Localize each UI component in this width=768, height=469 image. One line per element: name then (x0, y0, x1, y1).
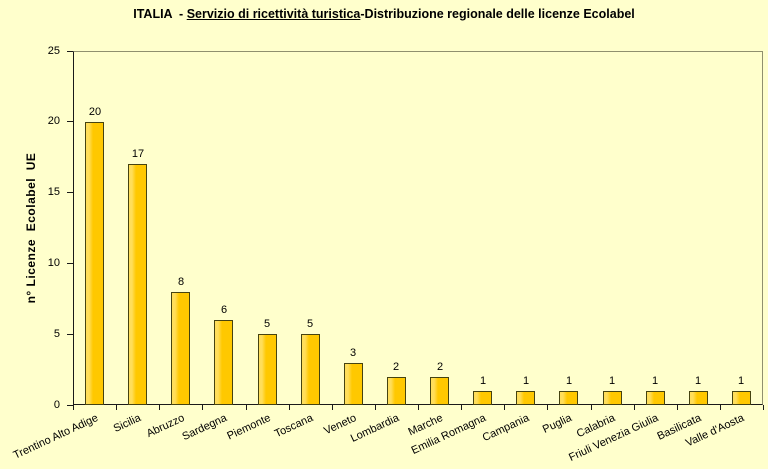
x-tick-mark (246, 405, 247, 410)
y-tick-mark (67, 404, 73, 406)
chart-title-suffix: -Distribuzione regionale delle licenze E… (360, 7, 635, 21)
bar (732, 391, 751, 405)
bar-value-label: 5 (306, 318, 314, 330)
bar (689, 391, 708, 405)
x-tick-mark (159, 405, 160, 410)
bar-value-label: 1 (651, 375, 659, 387)
bar (387, 377, 406, 405)
x-tick-label: Toscana (272, 412, 316, 441)
x-tick-label: Sicilia (111, 412, 144, 436)
bar (171, 292, 190, 405)
bar (430, 377, 449, 405)
x-tick-mark (634, 405, 635, 410)
chart-title-prefix: ITALIA - (133, 7, 187, 21)
y-tick-label: 25 (47, 44, 60, 57)
bar (516, 391, 535, 405)
x-tick-mark (591, 405, 592, 410)
bar-value-label: 8 (177, 276, 185, 288)
bar-value-label: 1 (479, 375, 487, 387)
bar-value-label: 1 (608, 375, 616, 387)
bar-value-label: 1 (522, 375, 530, 387)
bar-value-label: 2 (392, 361, 400, 373)
x-tick-mark (461, 405, 462, 410)
bar-value-label: 5 (263, 318, 271, 330)
x-tick-mark (504, 405, 505, 410)
chart-title-underlined: Servizio di ricettività turistica (186, 7, 361, 21)
bar (344, 363, 363, 405)
y-tick-label: 5 (53, 327, 60, 340)
x-tick-mark (116, 405, 117, 410)
chart-title: ITALIA - Servizio di ricettività turisti… (0, 7, 768, 21)
y-tick-mark (67, 333, 73, 335)
bar (258, 334, 277, 405)
x-tick-mark (720, 405, 721, 410)
x-tick-mark (547, 405, 548, 410)
x-tick-mark (677, 405, 678, 410)
y-axis-title: n° Licenze Ecolabel UE (24, 152, 38, 304)
bar (603, 391, 622, 405)
x-tick-label: Abruzzo (144, 412, 187, 440)
bar (214, 320, 233, 405)
bar (559, 391, 578, 405)
x-tick-label: Puglia (541, 412, 575, 436)
x-tick-mark (332, 405, 333, 410)
y-tick-mark (67, 50, 73, 52)
bar (646, 391, 665, 405)
bar (473, 391, 492, 405)
bar-value-label: 1 (737, 375, 745, 387)
x-tick-label: Sardegna (180, 412, 230, 444)
x-tick-mark (418, 405, 419, 410)
x-tick-mark (202, 405, 203, 410)
x-tick-mark (289, 405, 290, 410)
y-tick-label: 0 (53, 398, 60, 411)
x-tick-label: Emilia Romagna (409, 412, 489, 457)
bar-value-label: 1 (565, 375, 573, 387)
plot-area (73, 51, 763, 405)
y-tick-mark (67, 262, 73, 264)
bar (85, 122, 104, 405)
bar (301, 334, 320, 405)
y-tick-label: 15 (47, 186, 60, 199)
y-tick-mark (67, 121, 73, 123)
x-tick-mark (375, 405, 376, 410)
x-tick-mark (73, 405, 74, 410)
bar-value-label: 1 (694, 375, 702, 387)
bar (128, 164, 147, 405)
y-tick-label: 10 (47, 256, 60, 269)
x-tick-label: Trentino Alto Adige (11, 412, 101, 462)
x-tick-label: Campania (480, 412, 532, 445)
x-tick-label: Lombardia (348, 412, 402, 445)
x-tick-label: Piemonte (224, 412, 273, 443)
x-tick-mark (763, 405, 764, 410)
bar-value-label: 17 (131, 148, 145, 160)
bar-value-label: 20 (88, 106, 102, 118)
bar-value-label: 3 (349, 347, 357, 359)
bar-value-label: 2 (436, 361, 444, 373)
y-tick-mark (67, 192, 73, 194)
bar-value-label: 6 (220, 304, 228, 316)
y-tick-label: 20 (47, 115, 60, 128)
